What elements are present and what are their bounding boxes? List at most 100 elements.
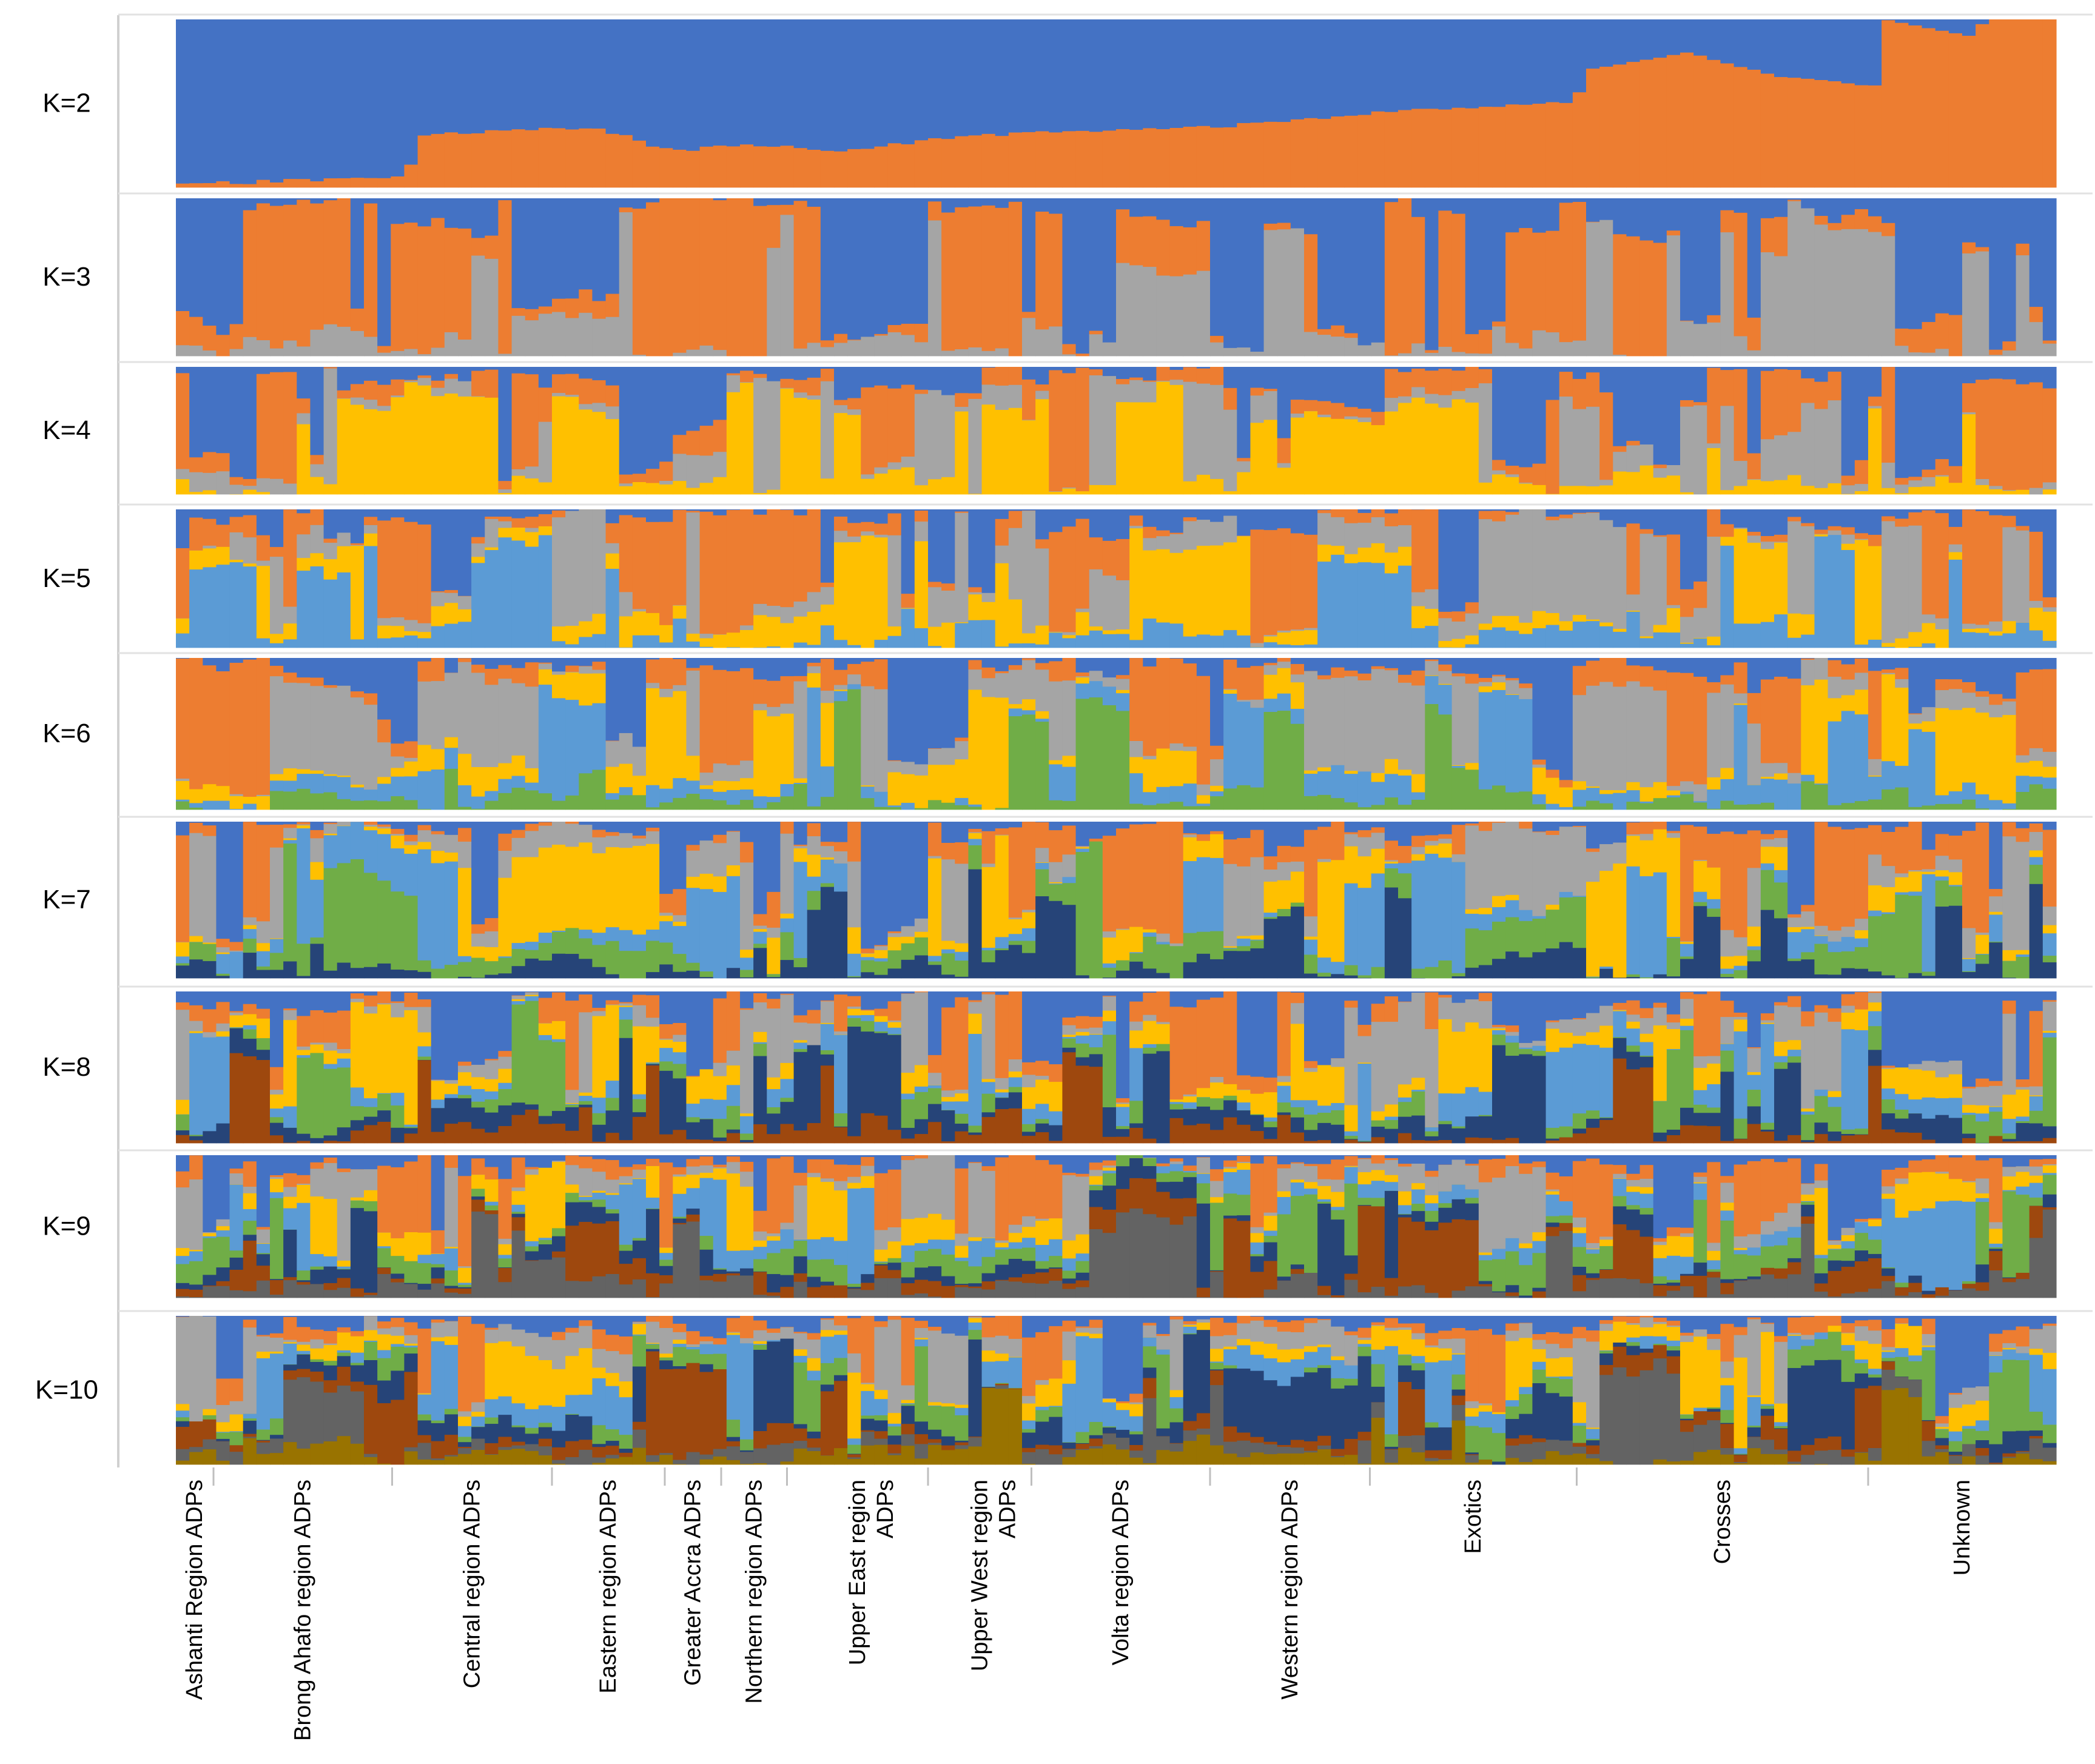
- admixture-bar-k5-ind51-cluster4: [861, 535, 875, 648]
- admixture-bar-k9-ind38-cluster2: [686, 1159, 701, 1167]
- admixture-bar-k2-ind44-cluster1: [767, 19, 781, 147]
- admixture-bar-k7-ind101-cluster5: [1532, 916, 1547, 919]
- admixture-bar-k5-ind135-cluster2: [1989, 515, 2003, 622]
- admixture-bar-k8-ind109-cluster2: [1639, 1008, 1654, 1019]
- admixture-bar-k8-ind52-cluster8: [874, 1115, 889, 1144]
- admixture-bar-k4-ind132-cluster4: [1948, 483, 1963, 495]
- admixture-bar-k7-ind6-cluster7: [256, 970, 271, 979]
- admixture-bar-k2-ind109-cluster2: [1639, 59, 1654, 188]
- admixture-bar-k6-ind92-cluster6: [1411, 799, 1425, 810]
- admixture-bar-k4-ind80-cluster2: [1250, 387, 1265, 396]
- admixture-bar-k6-ind68-cluster1: [1089, 658, 1103, 671]
- admixture-bar-k9-ind29-cluster7: [565, 1202, 579, 1226]
- admixture-bar-k5-ind22-cluster1: [471, 509, 485, 538]
- admixture-bar-k6-ind108-cluster5: [1626, 790, 1641, 802]
- admixture-bar-k4-ind11-cluster3: [323, 368, 338, 485]
- admixture-bar-k5-ind48-cluster4: [820, 605, 835, 626]
- admixture-bar-k2-ind74-cluster1: [1169, 19, 1184, 129]
- admixture-bar-k4-ind63-cluster4: [1022, 420, 1036, 495]
- admixture-bar-k4-ind14-cluster3: [364, 400, 378, 410]
- admixture-bar-k3-ind85-cluster2: [1317, 329, 1331, 335]
- admixture-bar-k8-ind55-cluster3: [914, 992, 929, 1065]
- admixture-bar-k4-ind28-cluster2: [552, 374, 566, 394]
- admixture-bar-k3-ind30-cluster3: [579, 312, 593, 357]
- admixture-bar-k3-ind42-cluster2: [740, 198, 754, 357]
- admixture-bar-k6-ind128-cluster3: [1895, 679, 1909, 688]
- admixture-bar-k8-ind47-cluster8: [807, 1123, 821, 1144]
- admixture-bar-k6-ind58-cluster5: [955, 797, 969, 806]
- admixture-bar-k8-ind132-cluster3: [1948, 1061, 1963, 1075]
- admixture-bar-k6-ind53-cluster5: [887, 805, 902, 808]
- admixture-bar-k5-ind16-cluster3: [391, 617, 405, 626]
- admixture-bar-k9-ind7-cluster4: [270, 1179, 284, 1193]
- admixture-bar-k6-ind27-cluster6: [538, 793, 553, 810]
- admixture-bar-k8-ind117-cluster8: [1747, 1124, 1761, 1144]
- admixture-bar-k6-ind81-cluster4: [1263, 674, 1278, 699]
- admixture-bar-k9-ind2-cluster9: [203, 1286, 217, 1298]
- admixture-bar-k7-ind134-cluster7: [1976, 964, 1989, 979]
- admixture-bar-k5-ind38-cluster1: [686, 509, 701, 511]
- admixture-bar-k7-ind47-cluster6: [807, 891, 821, 910]
- admixture-bar-k5-ind18-cluster5: [417, 638, 432, 648]
- admixture-bar-k6-ind41-cluster6: [726, 805, 741, 810]
- admixture-bar-k3-ind131-cluster3: [1935, 349, 1949, 357]
- admixture-bar-k6-ind133-cluster1: [1962, 658, 1976, 683]
- admixture-bar-k8-ind16-cluster3: [391, 1003, 405, 1018]
- admixture-bar-k7-ind84-cluster2: [1304, 830, 1318, 917]
- admixture-bar-k3-ind65-cluster3: [1049, 326, 1063, 357]
- admixture-bar-k9-ind25-cluster5: [511, 1204, 526, 1212]
- admixture-bar-k8-ind2-cluster7: [203, 1131, 217, 1144]
- admixture-bar-k6-ind96-cluster6: [1465, 770, 1479, 810]
- admixture-bar-k5-ind16-cluster4: [391, 626, 405, 638]
- admixture-bar-k9-ind19-cluster2: [431, 1230, 445, 1254]
- admixture-bar-k8-ind128-cluster8: [1895, 1132, 1909, 1144]
- admixture-bar-k4-ind124-cluster2: [1841, 475, 1855, 486]
- admixture-bar-k8-ind109-cluster5: [1639, 1042, 1654, 1056]
- admixture-bar-k3-ind134-cluster2: [1976, 247, 1989, 252]
- admixture-bar-k8-ind115-cluster2: [1720, 1001, 1735, 1018]
- admixture-bar-k6-ind95-cluster3: [1451, 676, 1466, 766]
- admixture-bar-k4-ind134-cluster4: [1976, 485, 1989, 495]
- admixture-bar-k8-ind10-cluster2: [310, 1010, 325, 1043]
- admixture-bar-k8-ind48-cluster4: [820, 1022, 835, 1025]
- admixture-bar-k8-ind6-cluster6: [256, 1038, 271, 1050]
- admixture-bar-k6-ind32-cluster4: [605, 766, 620, 794]
- admixture-bar-k7-ind20-cluster4: [444, 852, 459, 862]
- admixture-bar-k6-ind45-cluster1: [780, 658, 795, 677]
- admixture-bar-k8-ind138-cluster6: [2029, 1110, 2043, 1124]
- admixture-bar-k4-ind108-cluster3: [1626, 445, 1641, 472]
- admixture-bar-k4-ind30-cluster3: [579, 404, 593, 410]
- admixture-bar-k7-ind17-cluster5: [404, 853, 419, 896]
- admixture-bar-k4-ind42-cluster1: [740, 367, 754, 371]
- admixture-bar-k6-ind39-cluster6: [699, 799, 714, 810]
- admixture-bar-k4-ind113-cluster3: [1693, 405, 1707, 495]
- admixture-bar-k5-ind37-cluster1: [673, 509, 687, 511]
- admixture-bar-k4-ind21-cluster3: [458, 381, 472, 397]
- admixture-bar-k5-ind49-cluster3: [834, 531, 848, 543]
- admixture-bar-k7-ind0-cluster4: [176, 942, 190, 957]
- admixture-bar-k6-ind69-cluster1: [1102, 658, 1117, 678]
- admixture-bar-k7-ind60-cluster3: [981, 864, 996, 868]
- admixture-bar-k6-ind46-cluster2: [793, 676, 808, 682]
- admixture-bar-k5-ind56-cluster3: [928, 587, 942, 628]
- admixture-bar-k4-ind81-cluster2: [1263, 389, 1278, 392]
- admixture-bar-k9-ind46-cluster3: [793, 1186, 808, 1240]
- admixture-bar-k3-ind27-cluster1: [538, 198, 553, 307]
- admixture-bar-k7-ind41-cluster3: [726, 831, 741, 866]
- admixture-bar-k7-ind131-cluster4: [1935, 870, 1949, 877]
- admixture-bar-k5-ind75-cluster2: [1183, 517, 1197, 521]
- admixture-bar-k7-ind44-cluster2: [767, 891, 781, 928]
- admixture-bar-k9-ind46-cluster5: [793, 1239, 808, 1241]
- admixture-bar-k8-ind45-cluster5: [780, 1079, 795, 1098]
- admixture-bar-k6-ind97-cluster6: [1478, 789, 1493, 810]
- admixture-bar-k4-ind122-cluster3: [1814, 409, 1829, 489]
- admixture-bar-k6-ind124-cluster6: [1841, 803, 1855, 810]
- admixture-bar-k7-ind119-cluster2: [1774, 830, 1788, 839]
- admixture-bar-k9-ind6-cluster4: [256, 1243, 271, 1244]
- admixture-bar-k2-ind117-cluster1: [1747, 19, 1761, 70]
- admixture-bar-k5-ind92-cluster2: [1411, 509, 1425, 593]
- admixture-bar-k7-ind126-cluster2: [1868, 825, 1882, 855]
- admixture-bar-k5-ind18-cluster2: [417, 524, 432, 624]
- admixture-bar-k6-ind86-cluster5: [1331, 765, 1345, 799]
- admixture-bar-k9-ind37-cluster2: [673, 1167, 687, 1175]
